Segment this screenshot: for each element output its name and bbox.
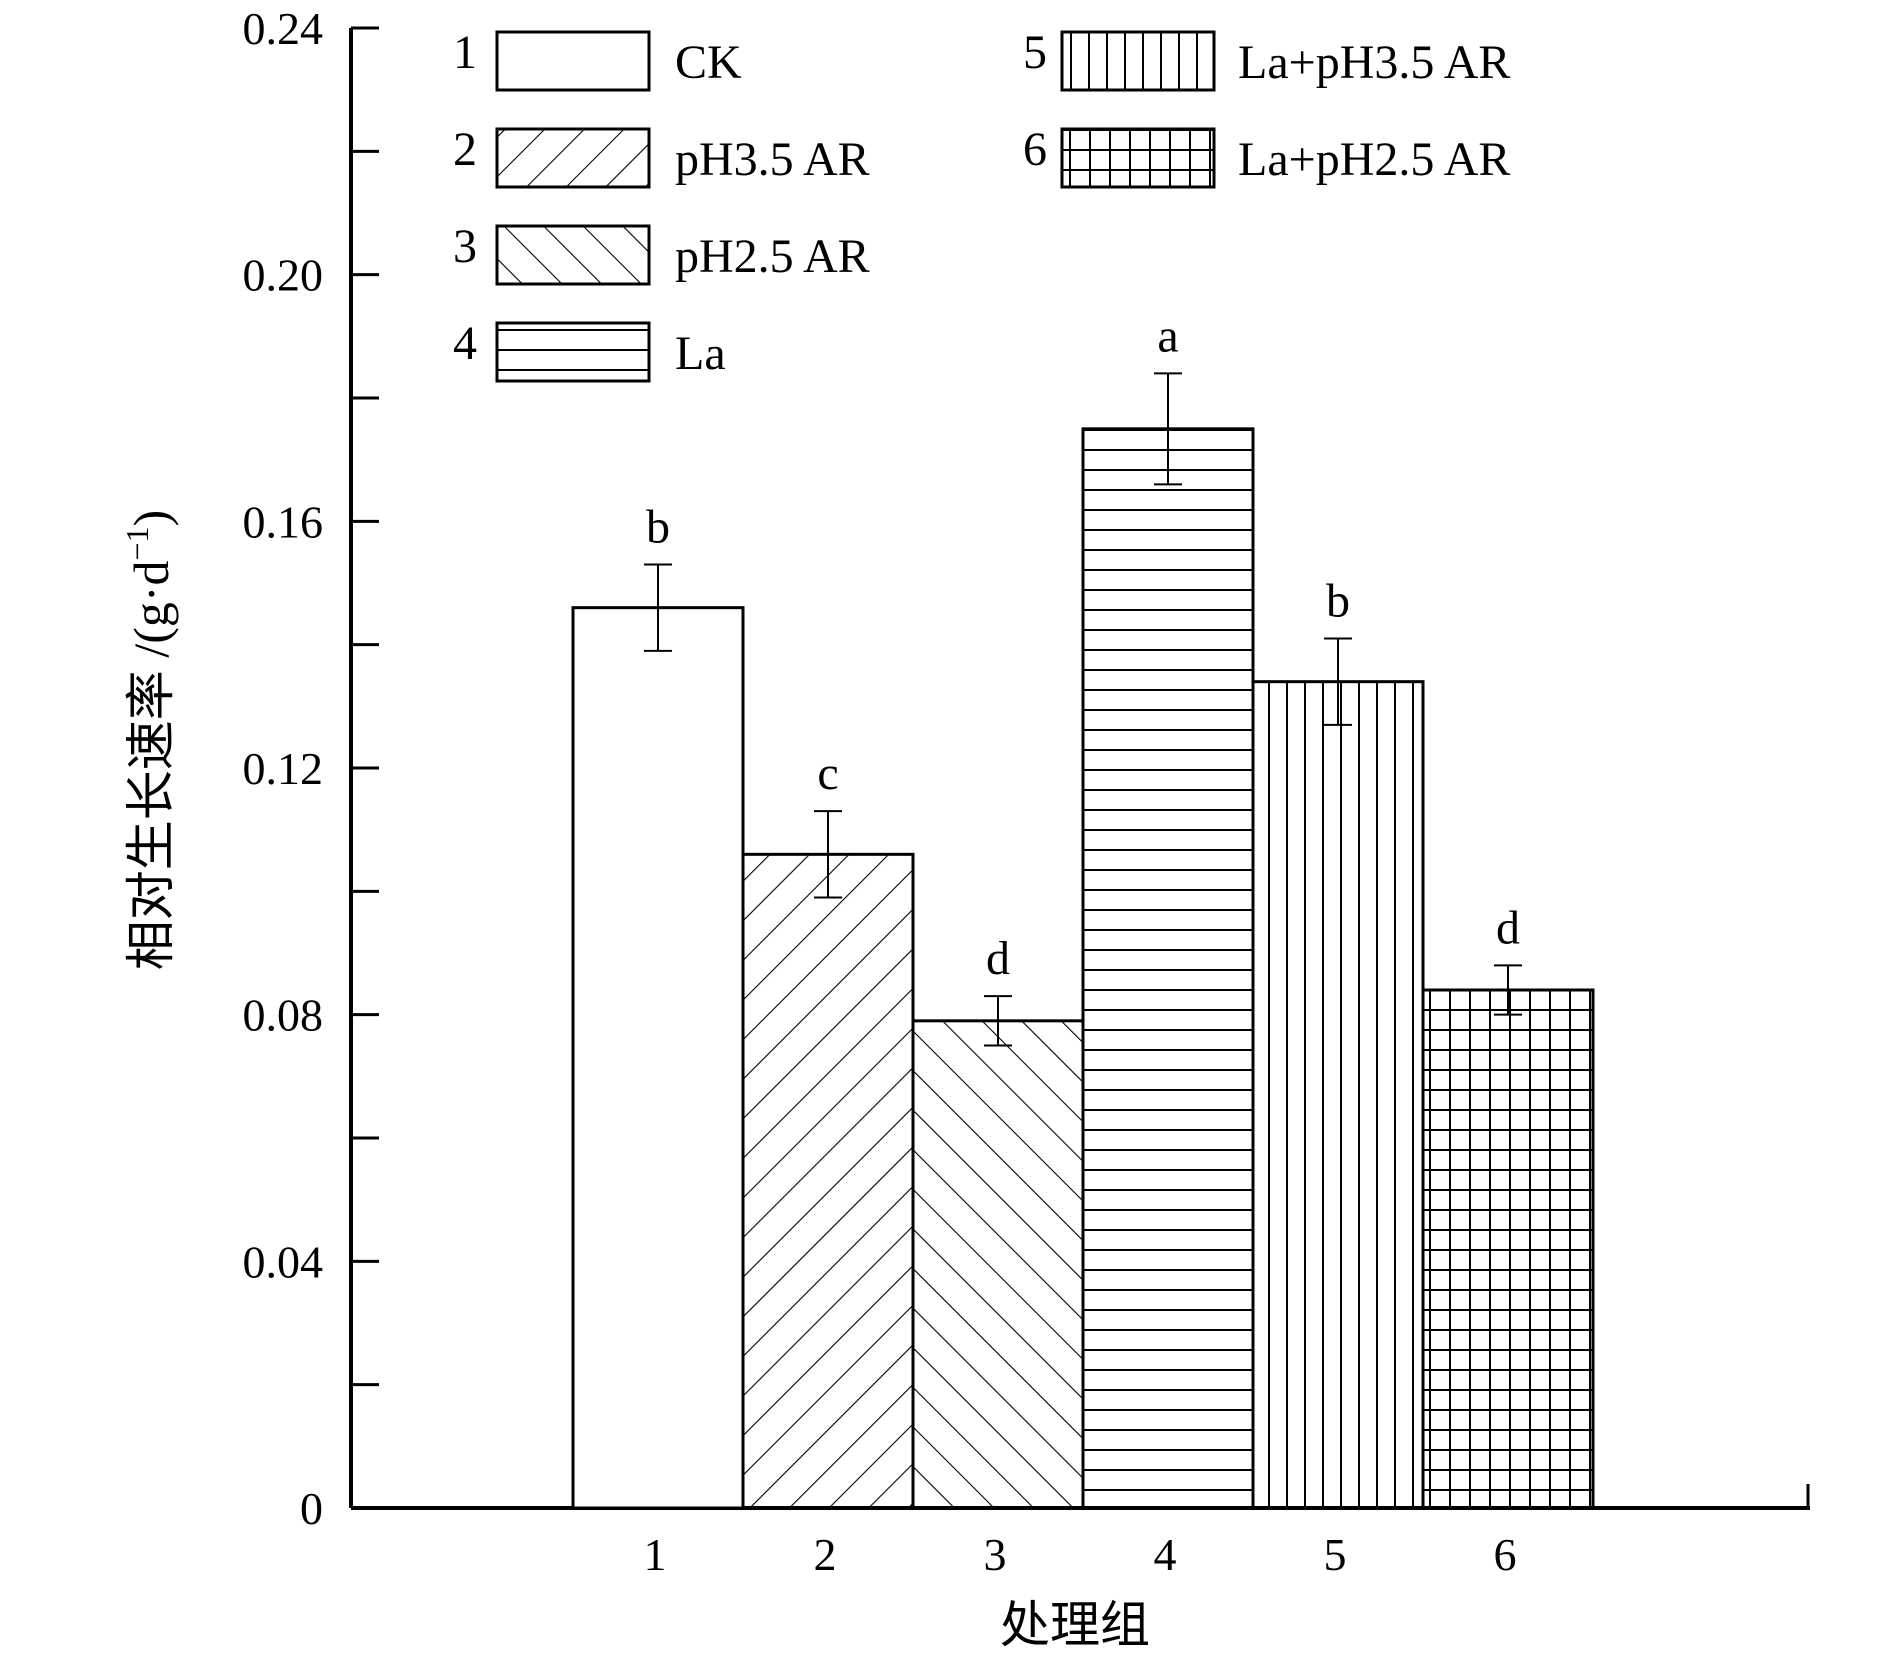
y-tick-label: 0.08 xyxy=(243,990,324,1041)
bar-3 xyxy=(911,1019,1085,1510)
y-tick-label: 0.12 xyxy=(243,743,324,794)
legend-label: pH2.5 AR xyxy=(675,230,870,283)
significance-label: b xyxy=(1326,575,1350,628)
significance-label: c xyxy=(817,747,838,800)
y-tick-label: 0.20 xyxy=(243,250,324,301)
legend-number: 6 xyxy=(1023,123,1047,176)
legend-number: 2 xyxy=(453,123,477,176)
legend-swatch xyxy=(495,321,651,383)
bar-2 xyxy=(741,852,915,1510)
legend-swatch xyxy=(495,30,651,92)
y-tick-label: 0.16 xyxy=(243,496,324,547)
y-axis-unit: /(g·d xyxy=(123,561,179,671)
legend-number: 5 xyxy=(1023,26,1047,79)
legend: 1 CK 2 pH3.5 AR 3 pH2.5 AR 4 La 5 La+pH3.5 AR 6 La+… xyxy=(453,26,1510,383)
legend-label: La+pH2.5 AR xyxy=(1238,133,1510,186)
y-axis-title: 相对生长速率 /(g·d−1) xyxy=(119,510,179,970)
y-tick-label: 0 xyxy=(300,1483,323,1534)
y-axis: 0 0.04 0.08 0.12 0.16 0.20 0.24 xyxy=(243,3,379,1534)
bar-4 xyxy=(1081,427,1255,1510)
legend-swatch xyxy=(495,224,651,286)
x-tick-label: 3 xyxy=(984,1529,1007,1580)
bar-1 xyxy=(571,606,745,1510)
significance-label: a xyxy=(1157,309,1178,362)
x-tick-label: 1 xyxy=(644,1529,667,1580)
bar-5 xyxy=(1251,680,1425,1510)
legend-label: La+pH3.5 AR xyxy=(1238,36,1510,89)
x-tick-label: 2 xyxy=(814,1529,837,1580)
legend-number: 4 xyxy=(453,317,477,370)
significance-label: d xyxy=(1496,901,1520,954)
x-tick-label: 6 xyxy=(1494,1529,1517,1580)
legend-number: 3 xyxy=(453,220,477,273)
legend-label: La xyxy=(675,327,726,380)
significance-label: d xyxy=(986,932,1010,985)
legend-swatch xyxy=(1060,30,1216,92)
x-tick-label: 4 xyxy=(1154,1529,1177,1580)
bars-group xyxy=(571,427,1595,1510)
y-axis-unit-exponent: −1 xyxy=(119,526,155,560)
legend-number: 1 xyxy=(453,26,477,79)
y-tick-label: 0.24 xyxy=(243,3,324,54)
error-bars-group xyxy=(644,372,1522,1047)
y-axis-unit-close: ) xyxy=(123,510,179,527)
y-axis-title-main: 相对生长速率 xyxy=(123,670,179,970)
legend-swatch xyxy=(1060,127,1216,189)
legend-label: CK xyxy=(675,36,742,89)
x-tick-label: 5 xyxy=(1324,1529,1347,1580)
bar-6 xyxy=(1421,988,1595,1510)
legend-swatch xyxy=(495,127,651,189)
significance-label: b xyxy=(646,501,670,554)
legend-label: pH3.5 AR xyxy=(675,133,870,186)
significance-labels-group: b c d a b d xyxy=(646,309,1520,985)
x-axis-title: 处理组 xyxy=(1000,1597,1150,1653)
y-tick-label: 0.04 xyxy=(243,1236,324,1287)
